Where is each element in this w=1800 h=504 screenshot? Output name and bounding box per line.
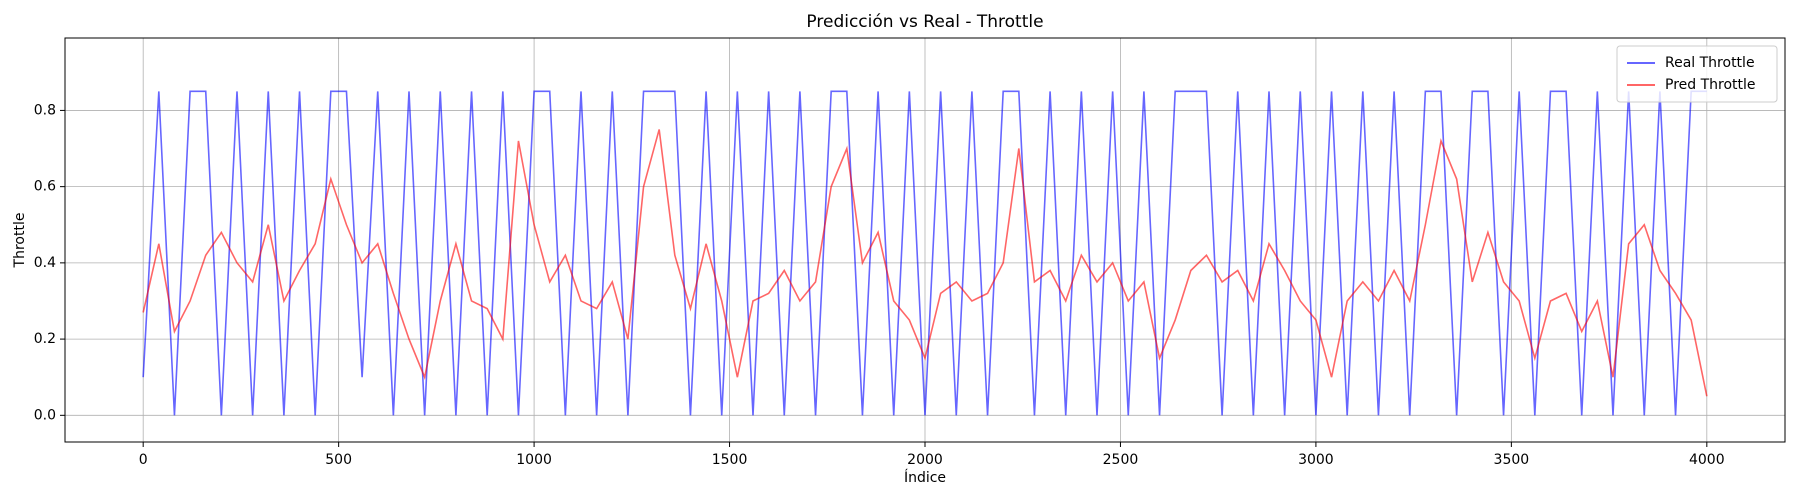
x-tick-label: 2000 — [907, 452, 943, 468]
legend-label: Pred Throttle — [1665, 77, 1756, 93]
line-series — [142, 129, 1708, 397]
y-tick-label: 0.8 — [34, 102, 56, 118]
x-tick-label: 500 — [325, 452, 352, 468]
y-tick-label: 0.2 — [34, 331, 56, 347]
y-axis-label: Throttle — [12, 213, 28, 269]
chart-title: Predicción vs Real - Throttle — [806, 12, 1043, 32]
x-tick-label: 4000 — [1689, 452, 1725, 468]
x-axis-label: Índice — [904, 469, 946, 486]
x-tick-label: 3000 — [1298, 452, 1334, 468]
x-tick-label: 3500 — [1494, 452, 1530, 468]
y-tick-label: 0.6 — [34, 179, 56, 195]
x-tick-label: 1000 — [516, 452, 552, 468]
line-series — [142, 90, 1707, 416]
legend-box — [1616, 45, 1778, 103]
plot-frame — [64, 37, 1786, 443]
x-tick-label: 1500 — [712, 452, 748, 468]
x-tick-label: 2500 — [1103, 452, 1139, 468]
y-tick-label: 0.0 — [34, 407, 56, 423]
x-tick-label: 0 — [139, 452, 148, 468]
y-tick-label: 0.4 — [34, 255, 56, 271]
legend-label: Real Throttle — [1665, 55, 1755, 71]
